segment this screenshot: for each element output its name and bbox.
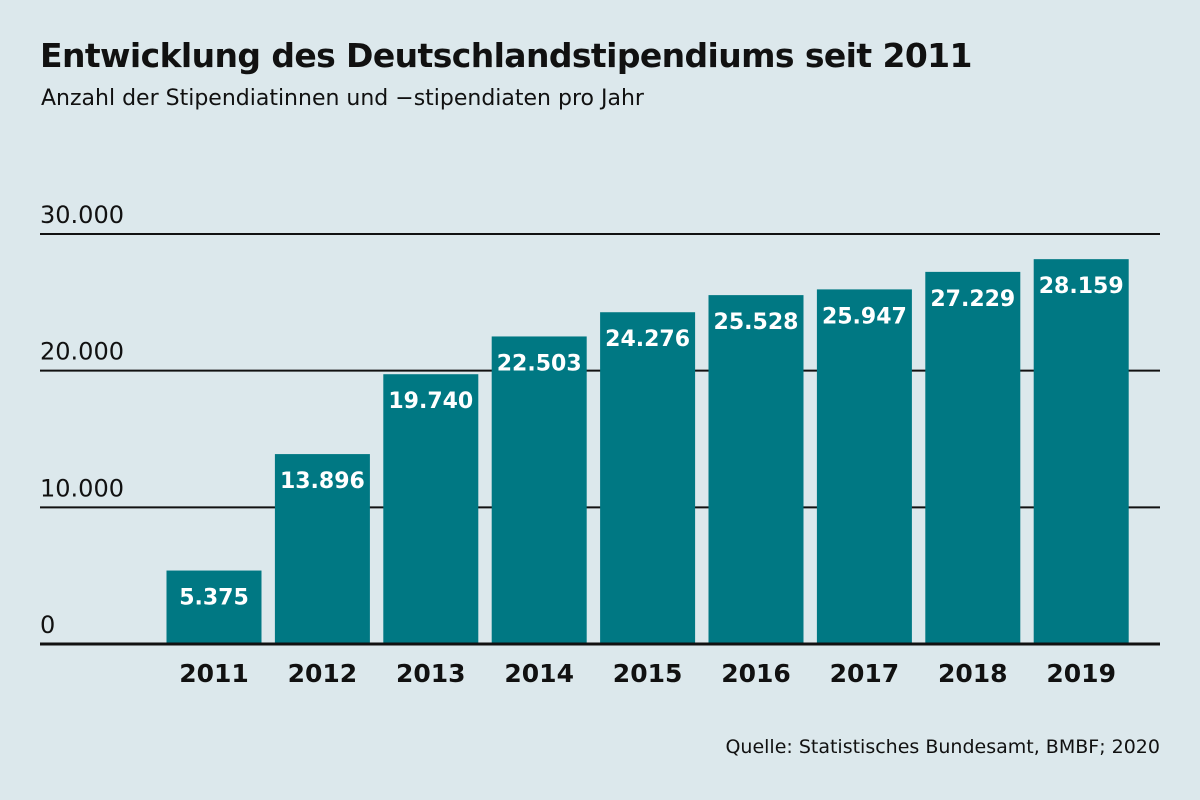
bar	[166, 570, 262, 644]
bar	[708, 295, 804, 644]
bar-value-label: 25.947	[822, 304, 907, 329]
chart-title: Entwicklung des Deutschlandstipendiums s…	[40, 36, 973, 75]
x-tick-label: 2013	[396, 659, 466, 688]
bar-value-label: 22.503	[497, 351, 582, 376]
bar-value-label: 13.896	[280, 469, 365, 494]
x-tick-label: 2017	[830, 659, 900, 688]
y-tick-label: 30.000	[40, 201, 124, 229]
y-tick-label: 10.000	[40, 474, 124, 502]
bar-value-label: 28.159	[1039, 274, 1124, 299]
bar	[1033, 259, 1129, 644]
x-tick-label: 2011	[179, 659, 249, 688]
bar-value-label: 27.229	[930, 287, 1015, 312]
x-tick-label: 2012	[288, 659, 358, 688]
x-tick-label: 2019	[1046, 659, 1116, 688]
bar	[600, 312, 696, 644]
x-tick-label: 2018	[938, 659, 1008, 688]
y-tick-label: 0	[40, 611, 55, 639]
bar-value-label: 25.528	[714, 310, 799, 335]
bar	[816, 289, 912, 644]
y-tick-label: 20.000	[40, 338, 124, 366]
bar	[274, 454, 370, 644]
bar	[383, 374, 479, 644]
bar-value-label: 24.276	[605, 327, 690, 352]
x-tick-label: 2014	[504, 659, 574, 688]
chart-subtitle: Anzahl der Stipendiatinnen und −stipendi…	[41, 86, 644, 111]
x-tick-label: 2016	[721, 659, 791, 688]
bar	[925, 271, 1021, 644]
source-note: Quelle: Statistisches Bundesamt, BMBF; 2…	[725, 736, 1160, 758]
bar-value-label: 5.375	[179, 586, 249, 611]
bar-value-label: 19.740	[388, 389, 473, 414]
bar	[491, 336, 587, 644]
x-tick-label: 2015	[613, 659, 683, 688]
